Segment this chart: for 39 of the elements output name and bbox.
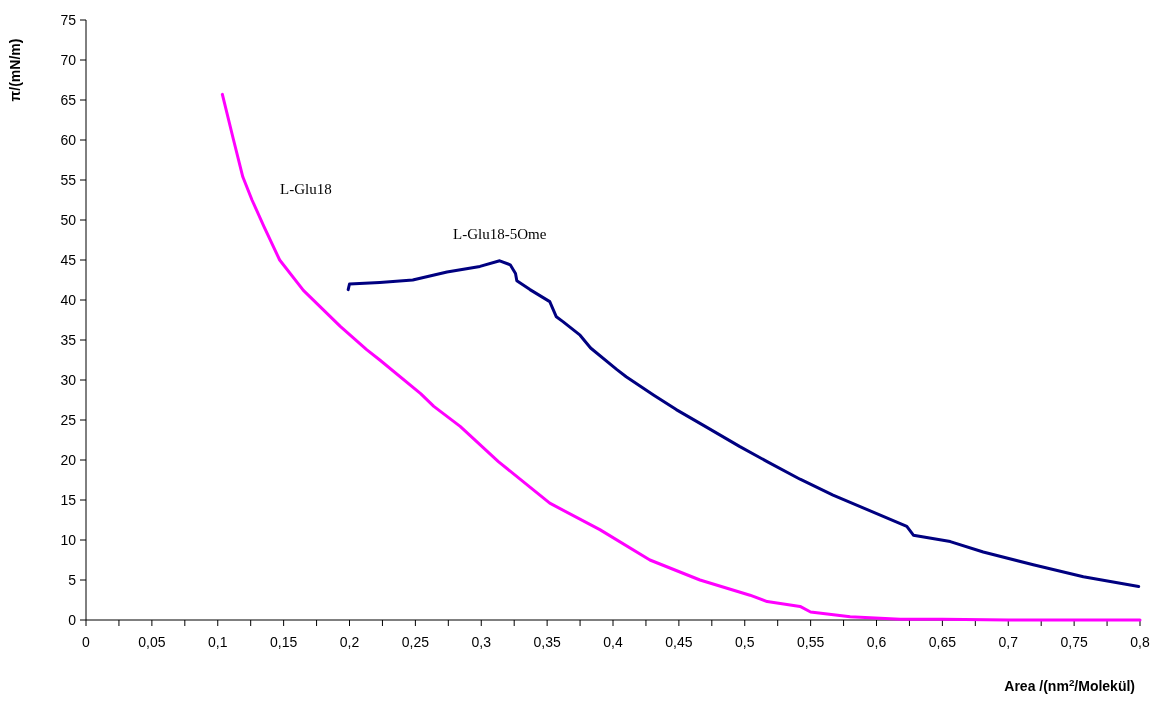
x-tick-label: 0,8 (1130, 634, 1150, 650)
x-tick-label: 0,65 (928, 634, 957, 650)
x-tick-label: 0,25 (401, 634, 430, 650)
y-tick-label: 35 (60, 331, 77, 348)
y-tick-label: 45 (60, 251, 77, 268)
x-tick-label: 0,15 (270, 634, 298, 650)
series-label: L-Glu18-5Ome (453, 225, 547, 242)
y-tick-label: 55 (60, 171, 77, 188)
x-tick-label: 0,1 (208, 634, 228, 650)
y-tick-label: 25 (60, 411, 77, 428)
x-tick-label: 0,4 (603, 634, 623, 650)
line-series (346, 259, 1141, 588)
x-tick-label: 0,55 (797, 634, 825, 650)
y-tick-label: 60 (60, 131, 77, 148)
x-tick-label: 0,05 (138, 634, 166, 650)
x-axis-title: Area /(nm$^{2}$/Molekül) (1004, 676, 1135, 694)
y-tick-label: 15 (60, 491, 77, 508)
y-tick-label: 40 (60, 291, 77, 308)
x-tick-label: 0,7 (998, 634, 1019, 650)
y-tick-label: 10 (60, 531, 77, 548)
y-tick-label: 0 (68, 611, 77, 628)
x-tick-label: 0,35 (533, 634, 561, 650)
x-tick-label: 0,45 (665, 634, 693, 650)
y-tick-label: 20 (60, 451, 77, 468)
x-tick-label: 0,6 (866, 634, 887, 650)
x-tick-label: 0,75 (1060, 634, 1088, 650)
y-tick-label: 5 (68, 571, 77, 588)
y-tick-label: 50 (60, 211, 77, 228)
x-tick-label: 0,2 (339, 634, 360, 650)
y-axis-title: π/(mN/m) (7, 38, 23, 102)
line-series (220, 92, 1142, 622)
y-tick-label: 65 (60, 91, 77, 108)
y-tick-label: 75 (60, 11, 77, 28)
x-tick-label: 0,5 (735, 634, 755, 650)
x-tick-label: 0 (82, 634, 91, 650)
series-label: L-Glu18 (280, 181, 332, 197)
y-tick-label: 70 (60, 51, 77, 68)
y-tick-label: 30 (60, 371, 77, 388)
x-tick-label: 0,3 (471, 634, 492, 650)
